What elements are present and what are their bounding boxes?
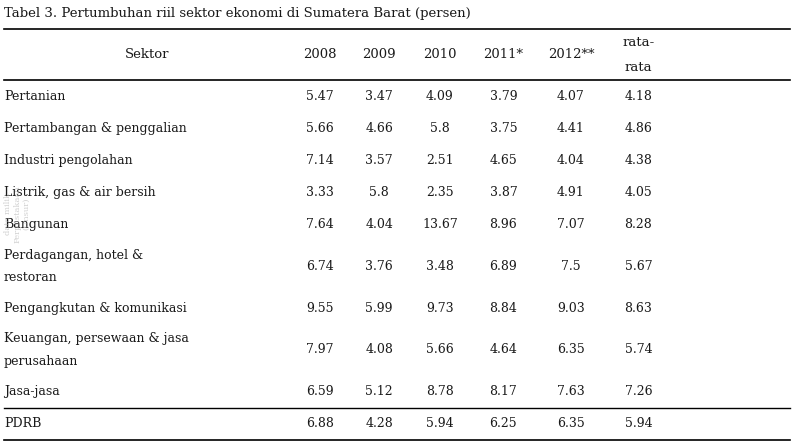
Text: 9.03: 9.03 (557, 301, 584, 315)
Text: 4.28: 4.28 (365, 417, 393, 430)
Text: 9.73: 9.73 (426, 301, 453, 315)
Text: Perdagangan, hotel &: Perdagangan, hotel & (4, 249, 143, 262)
Text: Keuangan, persewaan & jasa: Keuangan, persewaan & jasa (4, 332, 189, 345)
Text: 2.35: 2.35 (426, 186, 453, 199)
Text: 7.14: 7.14 (306, 154, 333, 167)
Text: 13.67: 13.67 (422, 218, 458, 231)
Text: 4.38: 4.38 (624, 154, 653, 167)
Text: 8.96: 8.96 (490, 218, 517, 231)
Text: 7.5: 7.5 (561, 260, 580, 273)
Text: 3.75: 3.75 (490, 122, 517, 135)
Text: PDRB: PDRB (4, 417, 41, 430)
Text: 5.66: 5.66 (306, 122, 333, 135)
Text: 2009: 2009 (362, 48, 396, 61)
Text: 8.63: 8.63 (624, 301, 653, 315)
Text: perusahaan: perusahaan (4, 355, 79, 368)
Text: restoran: restoran (4, 271, 58, 284)
Text: 3.33: 3.33 (306, 186, 333, 199)
Text: 4.08: 4.08 (365, 343, 393, 356)
Text: 6.74: 6.74 (306, 260, 333, 273)
Text: rata: rata (625, 61, 652, 74)
Text: 4.86: 4.86 (624, 122, 653, 135)
Text: 7.64: 7.64 (306, 218, 333, 231)
Text: 4.04: 4.04 (557, 154, 585, 167)
Text: 5.74: 5.74 (625, 343, 652, 356)
Text: 7.07: 7.07 (557, 218, 584, 231)
Text: 3.76: 3.76 (365, 260, 393, 273)
Text: 5.47: 5.47 (306, 90, 333, 103)
Text: 4.91: 4.91 (557, 186, 584, 199)
Text: 4.64: 4.64 (489, 343, 518, 356)
Text: 7.26: 7.26 (625, 385, 652, 398)
Text: 4.41: 4.41 (557, 122, 585, 135)
Text: Pertambangan & penggalian: Pertambangan & penggalian (4, 122, 187, 135)
Text: 6.35: 6.35 (557, 343, 584, 356)
Text: 2.51: 2.51 (426, 154, 453, 167)
Text: 2010: 2010 (423, 48, 457, 61)
Text: 6.25: 6.25 (490, 417, 517, 430)
Text: 6.88: 6.88 (306, 417, 333, 430)
Text: 5.66: 5.66 (426, 343, 453, 356)
Text: Bangunan: Bangunan (4, 218, 68, 231)
Text: 3.47: 3.47 (365, 90, 393, 103)
Text: 8.17: 8.17 (490, 385, 517, 398)
Text: 7.97: 7.97 (306, 343, 333, 356)
Text: 3.57: 3.57 (365, 154, 393, 167)
Text: 4.66: 4.66 (365, 122, 393, 135)
Text: Tabel 3. Pertumbuhan riil sektor ekonomi di Sumatera Barat (persen): Tabel 3. Pertumbuhan riil sektor ekonomi… (4, 7, 471, 20)
Text: 4.07: 4.07 (557, 90, 584, 103)
Text: 5.8: 5.8 (369, 186, 389, 199)
Text: 2008: 2008 (303, 48, 337, 61)
Text: rata-: rata- (622, 36, 654, 49)
Text: 6.35: 6.35 (557, 417, 584, 430)
Text: Listrik, gas & air bersih: Listrik, gas & air bersih (4, 186, 156, 199)
Text: 4.18: 4.18 (624, 90, 653, 103)
Text: Jasa-jasa: Jasa-jasa (4, 385, 60, 398)
Text: 4.05: 4.05 (625, 186, 652, 199)
Text: 7.63: 7.63 (557, 385, 584, 398)
Text: Industri pengolahan: Industri pengolahan (4, 154, 133, 167)
Text: 8.84: 8.84 (489, 301, 518, 315)
Text: 6.59: 6.59 (306, 385, 333, 398)
Text: 8.28: 8.28 (625, 218, 652, 231)
Text: 6.89: 6.89 (490, 260, 517, 273)
Text: 9.55: 9.55 (306, 301, 333, 315)
Text: 5.8: 5.8 (430, 122, 449, 135)
Text: 4.65: 4.65 (490, 154, 517, 167)
Text: 3.79: 3.79 (490, 90, 517, 103)
Text: 8.78: 8.78 (426, 385, 453, 398)
Text: 4.04: 4.04 (365, 218, 393, 231)
Text: 3.48: 3.48 (426, 260, 454, 273)
Text: Pertanian: Pertanian (4, 90, 65, 103)
Text: 5.12: 5.12 (365, 385, 393, 398)
Text: data milik
Perpustakaan
(Unsur): data milik Perpustakaan (Unsur) (4, 185, 31, 243)
Text: 5.99: 5.99 (365, 301, 393, 315)
Text: 4.09: 4.09 (426, 90, 453, 103)
Text: Sektor: Sektor (125, 48, 169, 61)
Text: 3.87: 3.87 (490, 186, 517, 199)
Text: 2012**: 2012** (548, 48, 594, 61)
Text: 5.94: 5.94 (426, 417, 453, 430)
Text: 5.67: 5.67 (625, 260, 652, 273)
Text: 2011*: 2011* (484, 48, 523, 61)
Text: 5.94: 5.94 (625, 417, 652, 430)
Text: Pengangkutan & komunikasi: Pengangkutan & komunikasi (4, 301, 187, 315)
